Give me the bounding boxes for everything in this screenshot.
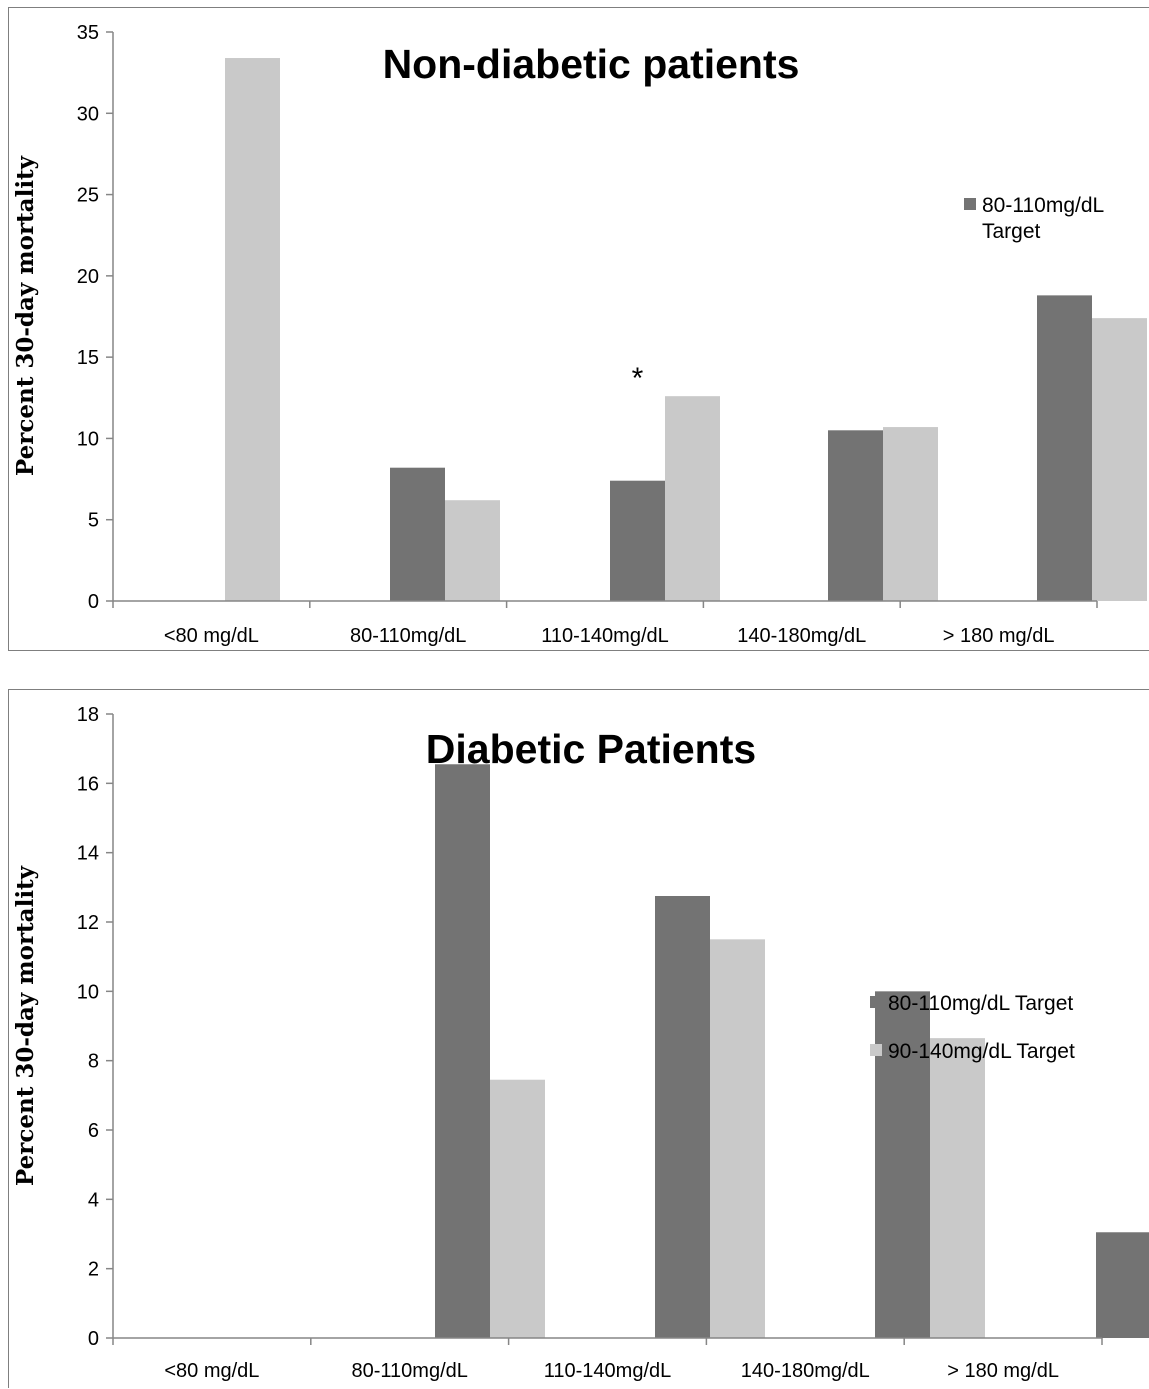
legend: 80-110mg/dL Target 90-140mg/dL Target: [870, 992, 1075, 1063]
x-tick-label: <80 mg/dL: [164, 1360, 259, 1382]
legend-label-series-1: Target: [982, 220, 1041, 243]
bar-series-2: [1092, 318, 1147, 601]
y-tick-label: 10: [77, 981, 99, 1003]
y-tick-label: 20: [77, 266, 99, 288]
y-tick-label: 5: [88, 510, 99, 532]
y-tick-label: 0: [88, 1328, 99, 1350]
bar-series-1: [875, 991, 930, 1338]
bar-series-1: [1037, 295, 1092, 601]
legend-swatch-series-1: [964, 198, 976, 210]
y-tick-label: 4: [88, 1189, 99, 1211]
y-tick-label: 30: [77, 103, 99, 125]
bar-series-1: [390, 467, 445, 601]
legend-swatch-series-2: [870, 1044, 882, 1056]
x-ticks: <80 mg/dL 80-110mg/dL 110-140mg/dL 140-180m…: [112, 1338, 1103, 1382]
chart-panel-diabetic: 0 2 4 6 8 10 12 14 16 18 <80 mg/dL 80-110mg/dL 110-…: [8, 689, 1149, 1388]
legend-label-series-2: 90-140mg/dL Target: [888, 1040, 1075, 1063]
bar-series-2: [710, 939, 765, 1338]
legend-label-series-1: 80-110mg/dL: [982, 194, 1104, 217]
x-tick-label: > 180 mg/dL: [947, 1360, 1059, 1382]
y-tick-label: 6: [88, 1120, 99, 1142]
y-tick-label: 16: [77, 773, 99, 795]
bar-series-2: [225, 58, 280, 602]
bar-series-2: [883, 427, 938, 601]
x-tick-label: 110-140mg/dL: [544, 1360, 672, 1382]
y-tick-label: 10: [77, 428, 99, 450]
bar-series-1: [610, 480, 665, 601]
bar-series-1: [435, 764, 490, 1338]
significance-asterisk: *: [632, 362, 644, 395]
bars-layer: [435, 764, 1149, 1338]
bars-layer: [225, 58, 1147, 602]
y-tick-label: 8: [88, 1051, 99, 1073]
chart-non-diabetic-svg: 0 5 10 15 20 25 30 35 <80 mg/dL 80-110mg/dL 110-1…: [12, 22, 1147, 647]
bar-series-2: [490, 1079, 545, 1338]
chart-title: Diabetic Patients: [426, 726, 756, 772]
x-tick-label: 140-180mg/dL: [737, 625, 866, 647]
y-tick-label: 2: [88, 1259, 99, 1281]
y-axis-title: Percent 30-day mortality: [12, 155, 39, 476]
x-tick-label: > 180 mg/dL: [943, 625, 1055, 647]
bar-series-2: [665, 396, 720, 601]
bar-series-1: [828, 430, 883, 601]
y-axis-title: Percent 30-day mortality: [12, 865, 39, 1186]
x-tick-label: 80-110mg/dL: [350, 625, 466, 647]
axes-layer: [112, 32, 1097, 602]
x-tick-label: 140-180mg/dL: [741, 1360, 870, 1382]
legend-label-series-1: 80-110mg/dL Target: [888, 992, 1073, 1015]
y-tick-label: 14: [77, 843, 99, 865]
chart-diabetic-svg: 0 2 4 6 8 10 12 14 16 18 <80 mg/dL 80-110mg/dL 110-…: [12, 704, 1149, 1382]
bar-series-1: [655, 896, 710, 1338]
x-ticks: <80 mg/dL 80-110mg/dL 110-140mg/dL 140-180m…: [112, 601, 1098, 647]
bar-series-1: [1096, 1232, 1149, 1338]
bar-series-2: [445, 500, 500, 601]
y-tick-label: 12: [77, 912, 99, 934]
chart-title: Non-diabetic patients: [383, 41, 800, 87]
chart-panel-non-diabetic: 0 5 10 15 20 25 30 35 <80 mg/dL 80-110mg/dL 110-1…: [8, 7, 1149, 651]
legend-swatch-series-1: [870, 996, 882, 1008]
legend: 80-110mg/dL Target: [964, 194, 1104, 243]
y-ticks: 0 5 10 15 20 25 30 35: [77, 22, 113, 613]
y-tick-label: 0: [88, 591, 99, 613]
y-tick-label: 25: [77, 185, 99, 207]
bar-series-2: [930, 1038, 985, 1338]
y-tick-label: 35: [77, 22, 99, 44]
y-ticks: 0 2 4 6 8 10 12 14 16 18: [77, 704, 113, 1350]
x-tick-label: 80-110mg/dL: [352, 1360, 468, 1382]
y-tick-label: 15: [77, 347, 99, 369]
x-tick-label: 110-140mg/dL: [541, 625, 669, 647]
y-tick-label: 18: [77, 704, 99, 726]
x-tick-label: <80 mg/dL: [164, 625, 259, 647]
axes-layer: [112, 714, 1102, 1339]
